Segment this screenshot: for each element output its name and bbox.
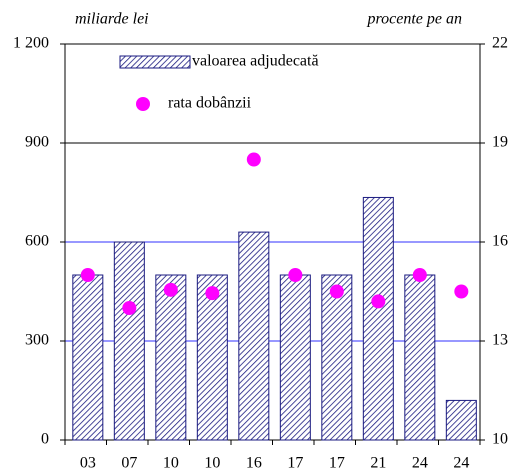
legend-swatch <box>136 97 150 111</box>
dot <box>371 294 386 309</box>
y-tick-label: 900 <box>25 134 49 151</box>
x-tick-label: 16 <box>246 455 262 472</box>
legend-label: rata dobânzii <box>168 95 252 112</box>
dot <box>454 284 469 299</box>
x-tick-label: 07 <box>121 455 137 472</box>
y2-tick-label: 22 <box>492 35 508 52</box>
dot <box>205 286 220 301</box>
bar <box>279 274 311 441</box>
x-tick-label: 03 <box>80 455 96 472</box>
bar <box>196 274 228 441</box>
y-tick-label: 300 <box>25 332 49 349</box>
legend-label: valoarea adjudecată <box>192 53 319 70</box>
x-tick-label: 21 <box>370 455 386 472</box>
bar <box>238 231 270 441</box>
bar <box>321 274 353 441</box>
x-tick-label: 24 <box>412 455 428 472</box>
bar <box>72 274 104 441</box>
bar <box>155 274 187 441</box>
y2-tick-label: 19 <box>492 134 508 151</box>
dot <box>163 282 178 297</box>
y-tick-label: 0 <box>41 431 49 448</box>
dot <box>288 268 303 282</box>
bar <box>445 399 477 441</box>
y-axis-label: miliarde lei <box>75 11 149 28</box>
bar <box>404 274 436 441</box>
dot <box>80 268 95 282</box>
y2-tick-label: 10 <box>492 431 508 448</box>
x-tick-label: 24 <box>453 455 469 472</box>
x-tick-label: 17 <box>287 455 303 472</box>
dot <box>412 268 427 282</box>
dot <box>122 301 137 315</box>
y2-tick-label: 16 <box>492 233 508 250</box>
y2-axis-label: procente pe an <box>367 11 462 28</box>
y2-tick-label: 13 <box>492 332 508 349</box>
dot <box>329 284 344 299</box>
y-tick-label: 600 <box>25 233 49 250</box>
bar <box>113 241 145 441</box>
legend-swatch <box>119 55 191 69</box>
x-tick-label: 10 <box>163 455 179 472</box>
y-tick-label: 1 200 <box>13 35 49 52</box>
x-tick-label: 10 <box>204 455 220 472</box>
x-tick-label: 17 <box>329 455 345 472</box>
dot <box>246 152 261 167</box>
bar <box>362 196 394 441</box>
